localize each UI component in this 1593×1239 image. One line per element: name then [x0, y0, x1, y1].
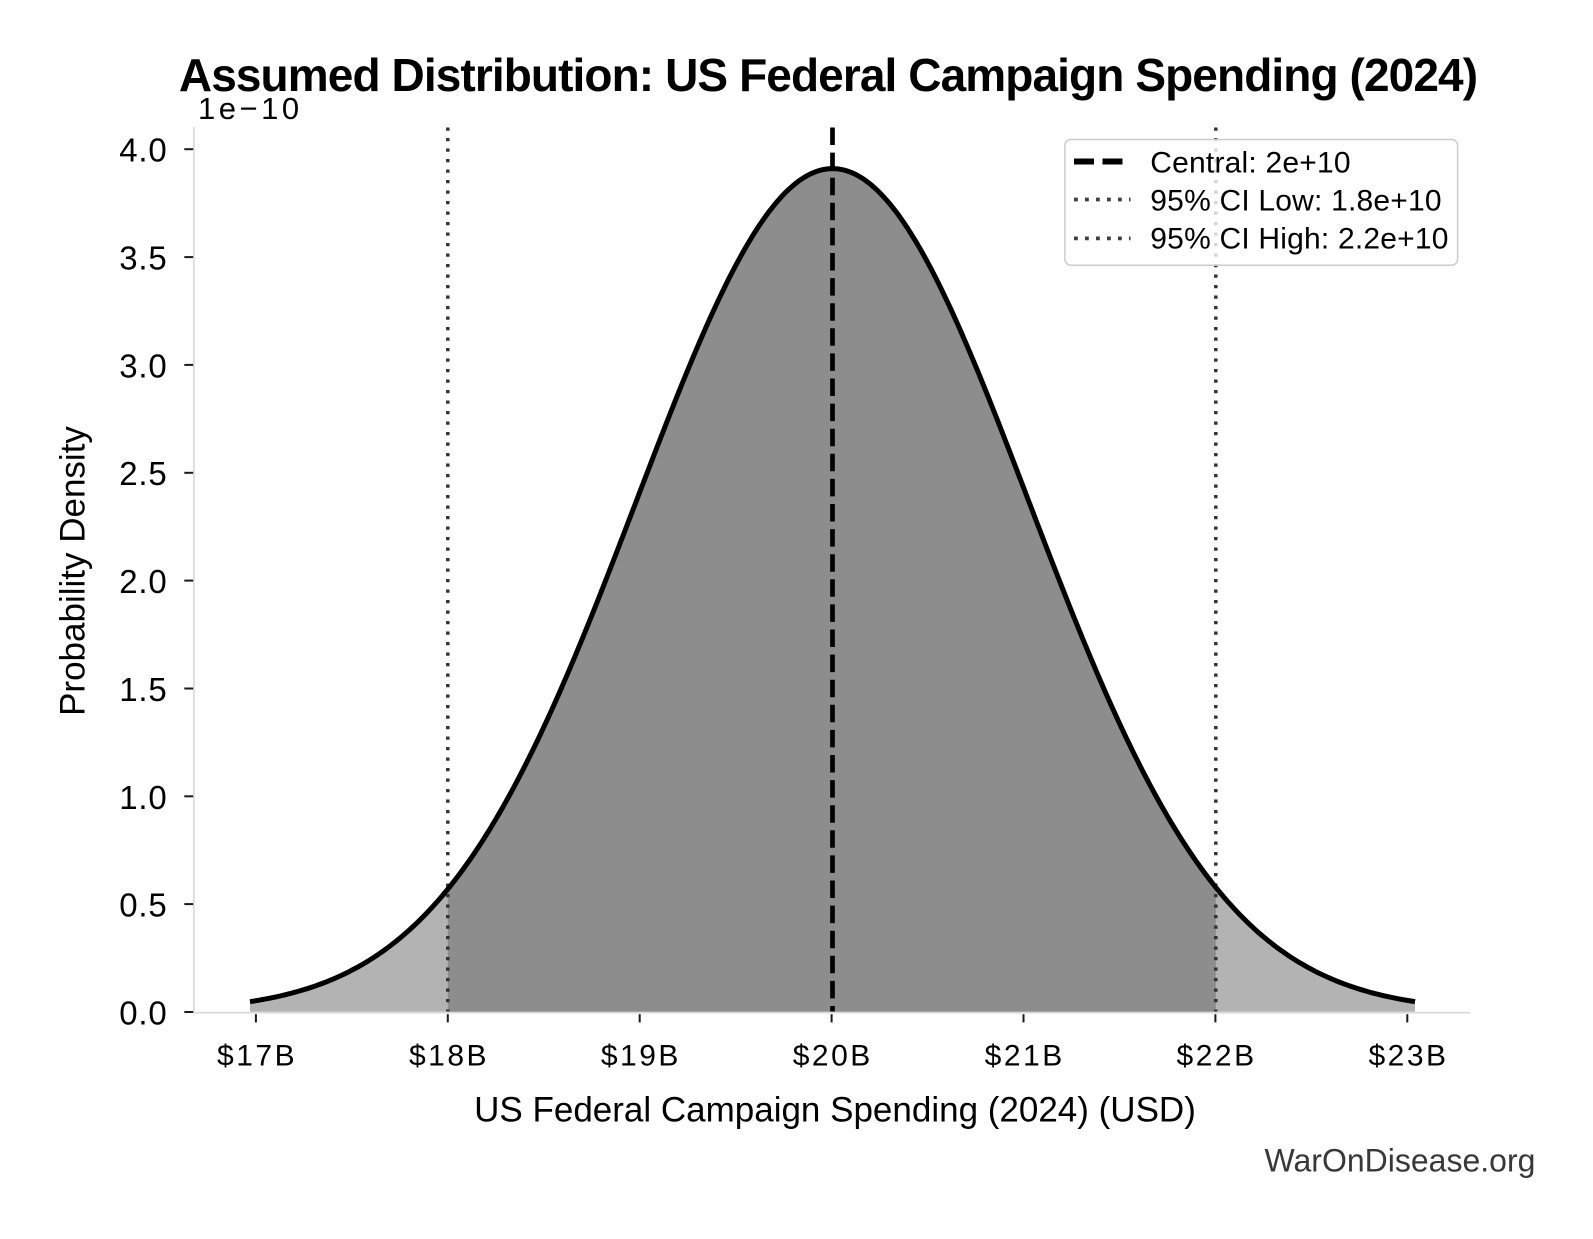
svg-text:$19B: $19B [601, 1039, 681, 1072]
svg-text:Assumed Distribution: US Feder: Assumed Distribution: US Federal Campaig… [179, 49, 1477, 101]
svg-text:$18B: $18B [409, 1039, 489, 1072]
svg-text:95% CI High: 2.2e+10: 95% CI High: 2.2e+10 [1150, 223, 1448, 256]
svg-text:$20B: $20B [793, 1039, 873, 1072]
svg-text:4.0: 4.0 [119, 132, 167, 169]
svg-text:95% CI Low: 1.8e+10: 95% CI Low: 1.8e+10 [1150, 184, 1442, 217]
svg-text:1.0: 1.0 [119, 779, 167, 816]
svg-text:$23B: $23B [1368, 1039, 1448, 1072]
svg-text:1.5: 1.5 [119, 671, 167, 708]
svg-text:$21B: $21B [985, 1039, 1065, 1072]
svg-text:2.0: 2.0 [119, 563, 167, 600]
svg-text:Central: 2e+10: Central: 2e+10 [1150, 146, 1350, 179]
svg-text:$17B: $17B [217, 1039, 297, 1072]
svg-text:0.5: 0.5 [119, 887, 167, 924]
svg-text:WarOnDisease.org: WarOnDisease.org [1264, 1143, 1535, 1179]
svg-text:1e−10: 1e−10 [198, 91, 303, 126]
svg-text:3.5: 3.5 [119, 240, 167, 277]
svg-text:3.0: 3.0 [119, 347, 167, 384]
svg-text:US Federal Campaign Spending (: US Federal Campaign Spending (2024) (USD… [474, 1091, 1196, 1130]
svg-text:$22B: $22B [1177, 1039, 1257, 1072]
svg-text:2.5: 2.5 [119, 455, 167, 492]
svg-text:0.0: 0.0 [119, 995, 167, 1032]
svg-text:Probability Density: Probability Density [54, 426, 93, 716]
